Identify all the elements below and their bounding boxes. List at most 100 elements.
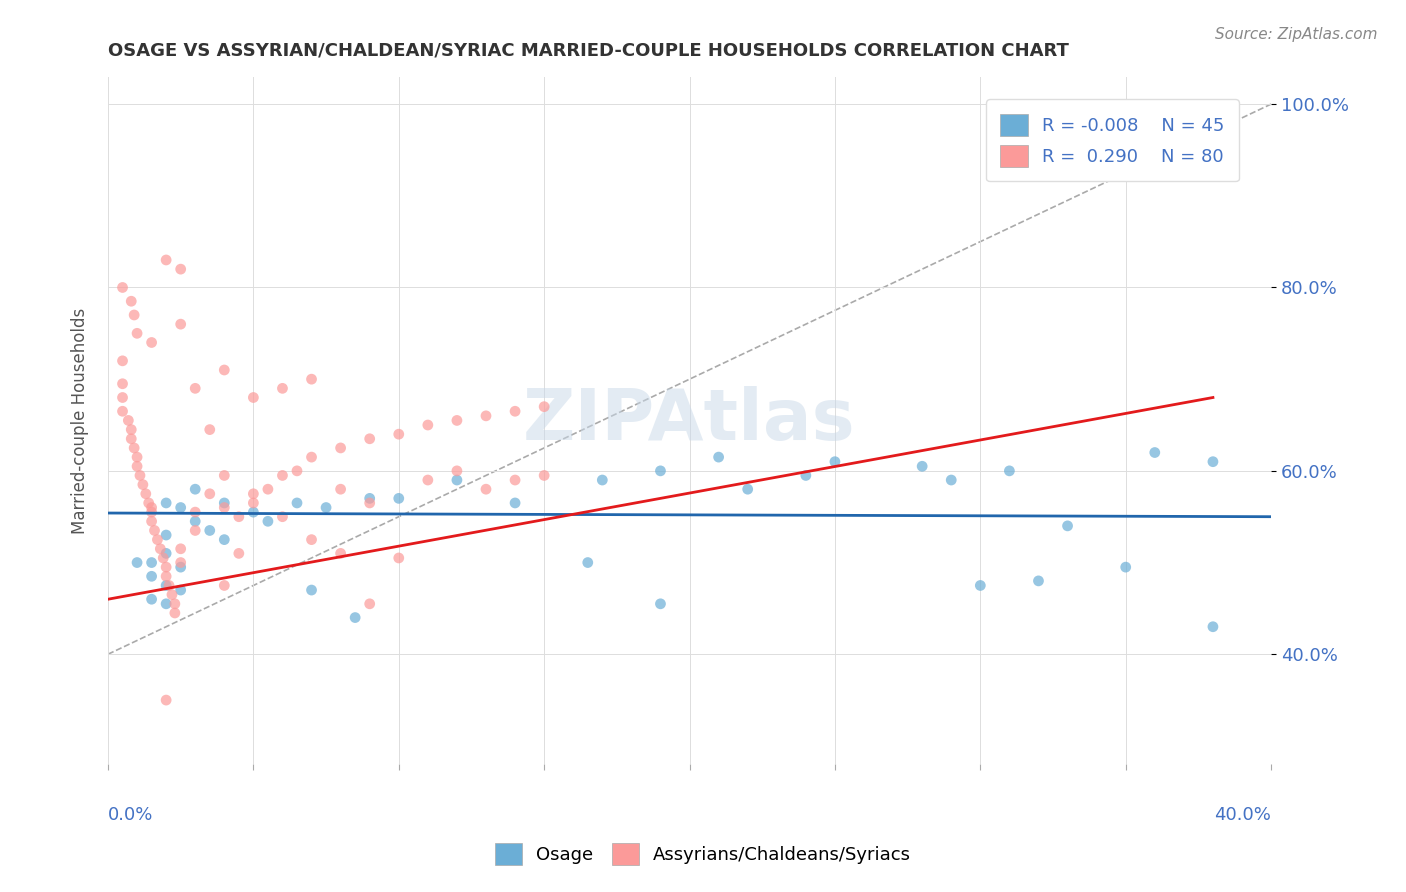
Point (170, 560, 193, 574)
Point (141, 556, 163, 570)
Point (184, 482, 207, 496)
Point (1202, 620, 1225, 634)
Point (388, 491, 411, 506)
Point (707, 450, 730, 464)
Point (155, 252, 177, 267)
Point (117, 413, 139, 427)
Point (285, 464, 308, 478)
Point (650, 597, 672, 611)
Point (111, 354, 134, 368)
Point (242, 496, 264, 510)
Point (503, 473, 526, 487)
Point (329, 546, 352, 560)
Point (271, 381, 294, 395)
Point (184, 524, 207, 538)
Point (388, 551, 411, 566)
Point (170, 317, 193, 331)
Point (941, 473, 963, 487)
Point (184, 505, 207, 519)
Point (650, 464, 672, 478)
Legend: Osage, Assyrians/Chaldeans/Syriacs: Osage, Assyrians/Chaldeans/Syriacs (486, 834, 920, 874)
Point (301, 372, 323, 386)
Point (359, 491, 381, 506)
Point (214, 578, 236, 592)
Point (155, 496, 177, 510)
Point (155, 546, 177, 560)
Point (198, 487, 221, 501)
Point (214, 533, 236, 547)
Point (120, 294, 142, 309)
Point (214, 496, 236, 510)
Point (143, 524, 166, 538)
Point (242, 487, 264, 501)
Text: ZIPAtlas: ZIPAtlas (523, 386, 856, 455)
Text: Source: ZipAtlas.com: Source: ZipAtlas.com (1215, 27, 1378, 42)
Point (170, 583, 193, 598)
Point (129, 468, 152, 483)
Point (155, 578, 177, 592)
Point (214, 500, 236, 515)
Point (794, 468, 817, 483)
Point (475, 409, 498, 423)
Point (359, 432, 381, 446)
Point (111, 280, 134, 294)
Point (533, 468, 555, 483)
Point (111, 376, 134, 391)
Point (359, 496, 381, 510)
Point (120, 423, 142, 437)
Point (152, 551, 174, 566)
Point (170, 541, 193, 556)
Point (503, 404, 526, 418)
Point (446, 473, 468, 487)
Text: 0.0%: 0.0% (108, 805, 153, 823)
Point (228, 546, 250, 560)
Point (184, 381, 207, 395)
Point (157, 578, 180, 592)
Point (1202, 455, 1225, 469)
Point (503, 496, 526, 510)
Point (591, 473, 613, 487)
Point (301, 583, 323, 598)
Point (122, 441, 145, 455)
Point (122, 308, 145, 322)
Point (141, 505, 163, 519)
Point (1143, 445, 1166, 459)
Point (141, 500, 163, 515)
Point (111, 404, 134, 418)
Point (416, 417, 439, 432)
Point (141, 592, 163, 607)
Point (576, 556, 599, 570)
Point (969, 578, 991, 592)
Point (446, 464, 468, 478)
Point (111, 391, 134, 405)
Point (1115, 560, 1137, 574)
Point (257, 482, 280, 496)
Point (329, 441, 352, 455)
Point (301, 533, 323, 547)
Point (141, 335, 163, 350)
Point (135, 487, 157, 501)
Point (301, 450, 323, 464)
Point (214, 468, 236, 483)
Point (446, 413, 468, 427)
Y-axis label: Married-couple Households: Married-couple Households (72, 308, 89, 533)
Point (163, 606, 186, 620)
Point (475, 482, 498, 496)
Point (533, 400, 555, 414)
Point (125, 459, 148, 474)
Point (1028, 574, 1050, 588)
Point (125, 326, 148, 341)
Point (315, 500, 337, 515)
Point (285, 496, 308, 510)
Point (149, 541, 172, 556)
Point (911, 459, 934, 474)
Point (155, 560, 177, 574)
Text: OSAGE VS ASSYRIAN/CHALDEAN/SYRIAC MARRIED-COUPLE HOUSEHOLDS CORRELATION CHART: OSAGE VS ASSYRIAN/CHALDEAN/SYRIAC MARRIE… (108, 42, 1069, 60)
Point (242, 391, 264, 405)
Point (344, 610, 367, 624)
Point (170, 262, 193, 277)
Point (170, 556, 193, 570)
Point (271, 509, 294, 524)
Point (155, 693, 177, 707)
Point (155, 597, 177, 611)
